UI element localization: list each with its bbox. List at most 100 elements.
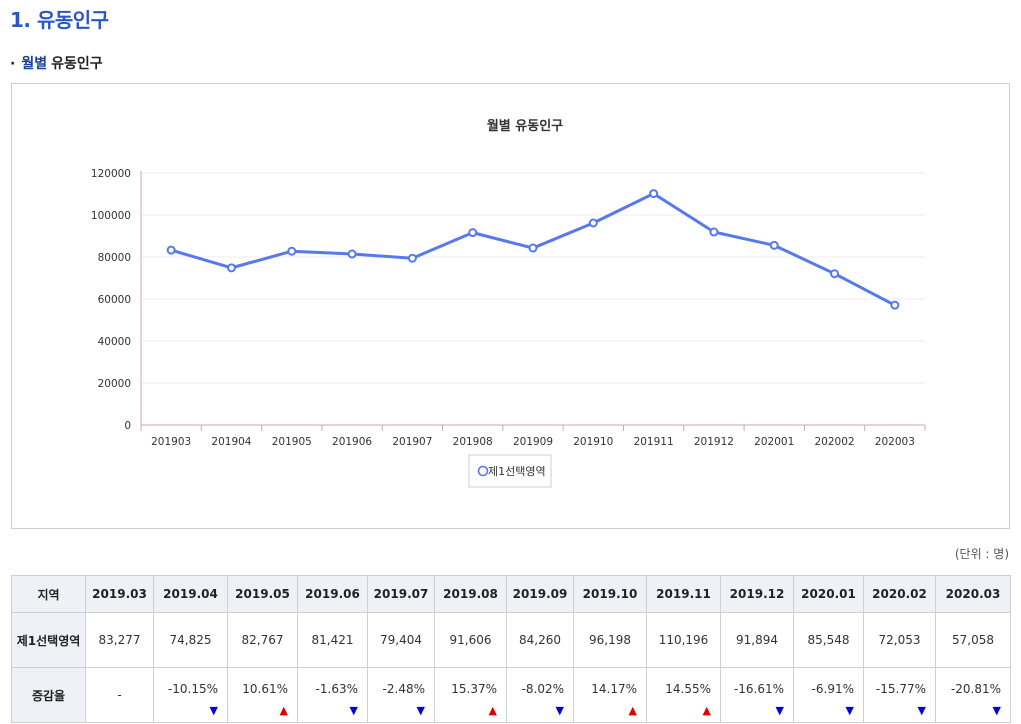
unit-note: (단위 : 명) (954, 547, 1009, 561)
data-point (166, 245, 176, 255)
column-header-month: 2020.01 (793, 575, 864, 613)
legend-marker-icon (477, 465, 489, 477)
down-arrow-icon: ▼ (845, 704, 854, 717)
x-tick-label: 201911 (634, 436, 674, 448)
change-rate-cell: - (85, 667, 154, 723)
column-header-region: 지역 (11, 575, 86, 613)
up-arrow-icon: ▲ (279, 704, 288, 717)
population-cell: 91,606 (434, 612, 507, 668)
change-rate-value: -15.77% (875, 682, 926, 696)
population-cell: 84,260 (506, 612, 574, 668)
y-tick-label: 100000 (91, 210, 131, 222)
subsection-bullet: · (10, 56, 16, 72)
column-header-month: 2019.05 (227, 575, 298, 613)
change-rate-cell: -16.61% ▼ (720, 667, 794, 723)
section-title: 1. 유동인구 (10, 8, 109, 32)
change-rate-cell: -10.15% ▼ (153, 667, 228, 723)
change-rate-cell: -1.63% ▼ (297, 667, 368, 723)
column-header-month: 2019.12 (720, 575, 794, 613)
down-arrow-icon: ▼ (917, 704, 926, 717)
data-point (407, 253, 417, 263)
data-point (588, 218, 598, 228)
change-rate-cell: -8.02% ▼ (506, 667, 574, 723)
population-cell: 110,196 (646, 612, 721, 668)
x-tick-label: 201908 (453, 436, 493, 448)
y-tick-label: 120000 (91, 168, 131, 180)
column-header-month: 2019.09 (506, 575, 574, 613)
change-rate-cell: -15.77% ▼ (863, 667, 936, 723)
change-rate-cell: 15.37% ▲ (434, 667, 507, 723)
data-point (226, 263, 236, 273)
chart-container: 월별 유동인구 0 20000 40000 60000 80000 100000 120000… (11, 83, 1010, 529)
x-tick-label: 201912 (694, 436, 734, 448)
x-tick-label: 201910 (573, 436, 613, 448)
x-tick-label: 201906 (332, 436, 372, 448)
row-label-population: 제1선택영역 (11, 612, 86, 668)
chart-title: 월별 유동인구 (487, 118, 563, 134)
table-row-change-rate: 증감율 - -10.15% ▼ 10.61% ▲ -1.63% ▼ -2.48% ▼ 15.37%… (11, 667, 1011, 723)
line-chart: 월별 유동인구 0 20000 40000 60000 80000 100000 120000… (91, 118, 926, 488)
down-arrow-icon: ▼ (416, 704, 425, 717)
x-tick-label: 202002 (814, 436, 854, 448)
data-point (769, 240, 779, 250)
x-tick-label: 201907 (392, 436, 432, 448)
up-arrow-icon: ▲ (488, 704, 497, 717)
column-header-month: 2020.03 (935, 575, 1011, 613)
y-tick-label: 80000 (98, 252, 131, 264)
y-tick-label: 40000 (98, 336, 131, 348)
down-arrow-icon: ▼ (775, 704, 784, 717)
change-rate-value: 14.17% (591, 682, 637, 696)
population-cell: 74,825 (153, 612, 228, 668)
data-point (468, 228, 478, 238)
change-rate-cell: -6.91% ▼ (793, 667, 864, 723)
change-rate-value: 14.55% (665, 682, 711, 696)
y-tick-label: 0 (124, 420, 131, 432)
column-header-month: 2019.03 (85, 575, 154, 613)
x-tick-label: 201905 (272, 436, 312, 448)
data-point (347, 249, 357, 259)
change-rate-cell: -20.81% ▼ (935, 667, 1011, 723)
data-point (709, 227, 719, 237)
change-rate-value: -16.61% (733, 682, 784, 696)
population-cell: 72,053 (863, 612, 936, 668)
change-rate-value: 15.37% (451, 682, 497, 696)
change-rate-value: -6.91% (811, 682, 854, 696)
table-header-row: 지역 2019.03 2019.04 2019.05 2019.06 2019.07 20… (11, 575, 1011, 613)
x-tick-label: 202003 (875, 436, 915, 448)
column-header-month: 2019.08 (434, 575, 507, 613)
down-arrow-icon: ▼ (555, 704, 564, 717)
population-cell: 82,767 (227, 612, 298, 668)
x-tick-label: 201909 (513, 436, 553, 448)
data-point (649, 189, 659, 199)
down-arrow-icon: ▼ (349, 704, 358, 717)
population-cell: 85,548 (793, 612, 864, 668)
change-rate-value: 10.61% (242, 682, 288, 696)
subsection-label: 유동인구 (51, 56, 103, 72)
x-tick-label: 201903 (151, 436, 191, 448)
change-rate-value: -10.15% (167, 682, 218, 696)
column-header-month: 2019.07 (367, 575, 435, 613)
change-rate-cell: 14.55% ▲ (646, 667, 721, 723)
change-rate-value: -1.63% (315, 682, 358, 696)
subsection-accent: 월별 (21, 56, 48, 72)
population-cell: 81,421 (297, 612, 368, 668)
down-arrow-icon: ▼ (992, 704, 1001, 717)
change-rate-cell: 10.61% ▲ (227, 667, 298, 723)
table-row-population: 제1선택영역 83,277 74,825 82,767 81,421 79,404 91,… (11, 612, 1011, 668)
change-rate-value: -8.02% (521, 682, 564, 696)
y-tick-label: 60000 (98, 294, 131, 306)
change-rate-cell: 14.17% ▲ (573, 667, 647, 723)
subsection-title: · 월별 유동인구 (10, 53, 103, 73)
data-point (287, 246, 297, 256)
up-arrow-icon: ▲ (628, 704, 637, 717)
change-rate-value: -2.48% (382, 682, 425, 696)
population-cell: 91,894 (720, 612, 794, 668)
column-header-month: 2019.04 (153, 575, 228, 613)
x-tick-label: 201904 (211, 436, 251, 448)
population-cell: 79,404 (367, 612, 435, 668)
up-arrow-icon: ▲ (702, 704, 711, 717)
data-point (830, 269, 840, 279)
data-point (528, 243, 538, 253)
column-header-month: 2019.11 (646, 575, 721, 613)
y-tick-label: 20000 (98, 378, 131, 390)
